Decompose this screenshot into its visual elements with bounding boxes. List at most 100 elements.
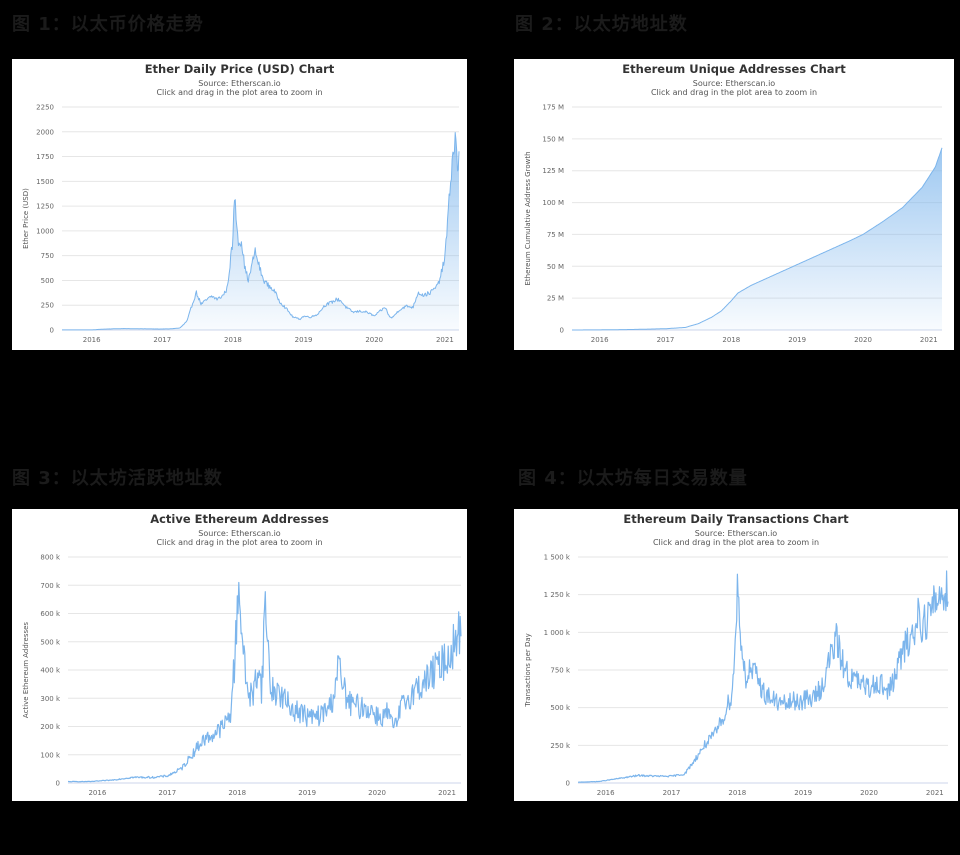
y-tick-label: 1750 xyxy=(36,153,54,161)
series-line xyxy=(68,581,462,783)
data-point xyxy=(264,601,266,603)
daily-transactions-chart-panel[interactable]: Ethereum Daily Transactions Chart Source:… xyxy=(514,509,958,801)
y-tick-label: 150 M xyxy=(542,135,564,143)
unique-addresses-chart-panel[interactable]: Ethereum Unique Addresses Chart Source: E… xyxy=(514,59,954,350)
data-point xyxy=(423,295,425,297)
data-point xyxy=(698,323,700,325)
data-point xyxy=(186,320,188,322)
data-point xyxy=(205,300,207,302)
ether-price-chart[interactable]: Ether Daily Price (USD) Chart Source: Eth… xyxy=(12,59,467,350)
data-point xyxy=(895,674,897,676)
x-tick-label: 2018 xyxy=(224,336,242,344)
data-point xyxy=(618,778,620,780)
data-point xyxy=(227,288,229,290)
y-tick-label: 200 k xyxy=(40,723,61,731)
y-tick-label: 175 M xyxy=(542,104,564,112)
data-point xyxy=(359,706,361,708)
data-point xyxy=(257,664,259,666)
y-tick-label: 75 M xyxy=(547,231,564,239)
data-point xyxy=(299,712,301,714)
data-point xyxy=(941,147,943,149)
data-point xyxy=(229,714,231,716)
data-point xyxy=(829,249,831,251)
data-point xyxy=(254,250,256,252)
data-point xyxy=(901,654,903,656)
ether-price-chart-panel[interactable]: Ether Daily Price (USD) Chart Source: Eth… xyxy=(12,59,467,350)
y-tick-label: 0 xyxy=(560,327,564,335)
chart-subtitle-hint: Click and drag in the plot area to zoom … xyxy=(651,88,817,97)
x-tick-label: 2016 xyxy=(591,336,609,344)
data-point xyxy=(169,328,171,330)
data-point xyxy=(352,311,354,313)
y-tick-label: 500 k xyxy=(40,638,61,646)
data-point xyxy=(292,316,294,318)
data-point xyxy=(285,307,287,309)
data-point xyxy=(381,309,383,311)
data-point xyxy=(868,689,870,691)
daily-transactions-chart[interactable]: Ethereum Daily Transactions Chart Source:… xyxy=(514,509,958,801)
active-addresses-chart-panel[interactable]: Active Ethereum Addresses Source: Ethersc… xyxy=(12,509,467,801)
unique-addresses-chart[interactable]: Ethereum Unique Addresses Chart Source: E… xyxy=(514,59,954,350)
chart-subtitle-source: Source: Etherscan.io xyxy=(693,79,775,88)
y-tick-label: 500 k xyxy=(550,704,571,712)
data-point xyxy=(411,692,413,694)
chart-subtitle-hint: Click and drag in the plot area to zoom … xyxy=(156,88,322,97)
x-tick-label: 2016 xyxy=(83,336,101,344)
x-tick-label: 2019 xyxy=(298,789,316,797)
data-point xyxy=(105,328,107,330)
data-point xyxy=(750,669,752,671)
data-point xyxy=(191,754,193,756)
data-point xyxy=(810,258,812,260)
data-point xyxy=(167,775,169,777)
data-point xyxy=(373,315,375,317)
y-tick-label: 25 M xyxy=(547,295,564,303)
chart-subtitle-source: Source: Etherscan.io xyxy=(198,79,280,88)
data-point xyxy=(140,328,142,330)
data-point xyxy=(437,285,439,287)
data-point xyxy=(731,300,733,302)
x-tick-label: 2017 xyxy=(663,789,681,797)
data-point xyxy=(153,777,155,779)
data-point xyxy=(257,260,259,262)
data-point xyxy=(181,768,183,770)
y-tick-label: 1500 xyxy=(36,178,54,186)
data-point xyxy=(77,329,79,331)
data-point xyxy=(737,579,739,581)
y-tick-label: 1 000 k xyxy=(544,629,571,637)
data-point xyxy=(735,647,737,649)
data-point xyxy=(921,187,923,189)
data-point xyxy=(934,601,936,603)
data-point xyxy=(261,689,263,691)
y-tick-label: 0 xyxy=(56,780,60,788)
chart-subtitle-source: Source: Etherscan.io xyxy=(695,529,777,538)
data-point xyxy=(741,647,743,649)
y-tick-label: 100 k xyxy=(40,751,61,759)
data-point xyxy=(665,328,667,330)
x-tick-label: 2020 xyxy=(365,336,383,344)
data-point xyxy=(388,314,390,316)
active-addresses-chart[interactable]: Active Ethereum Addresses Source: Ethersc… xyxy=(12,509,467,801)
y-tick-label: 2000 xyxy=(36,128,54,136)
data-point xyxy=(770,276,772,278)
data-point xyxy=(359,310,361,312)
y-tick-label: 600 k xyxy=(40,610,61,618)
data-point xyxy=(921,624,923,626)
data-point xyxy=(289,706,291,708)
data-point xyxy=(212,734,214,736)
data-point xyxy=(248,280,250,282)
data-point xyxy=(793,701,795,703)
data-point xyxy=(158,328,160,330)
y-tick-label: 750 k xyxy=(550,667,571,675)
data-point xyxy=(450,171,452,173)
data-point xyxy=(236,607,238,609)
x-tick-label: 2019 xyxy=(295,336,313,344)
data-point xyxy=(458,156,460,158)
data-point xyxy=(453,151,455,153)
chart-subtitle-hint: Click and drag in the plot area to zoom … xyxy=(156,538,322,547)
y-tick-label: 100 M xyxy=(542,199,564,207)
data-point xyxy=(422,683,424,685)
data-point xyxy=(111,779,113,781)
y-tick-label: 250 k xyxy=(550,742,571,750)
data-point xyxy=(849,240,851,242)
data-point xyxy=(881,684,883,686)
